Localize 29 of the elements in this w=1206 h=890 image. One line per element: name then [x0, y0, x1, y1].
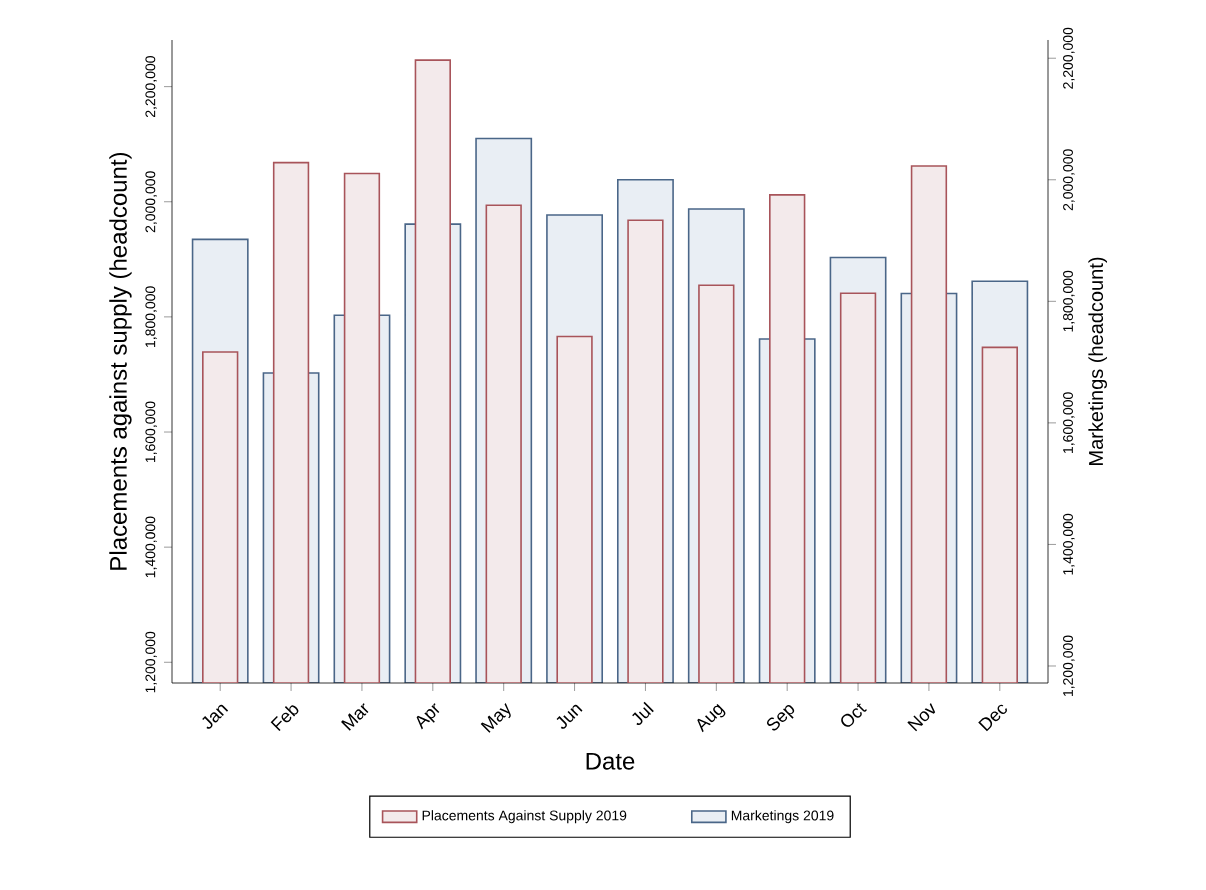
x-tick-label: Dec — [978, 704, 1007, 732]
y2-tick-label: 1,600,000 — [1063, 392, 1075, 453]
x-tick-label: Jan — [202, 704, 229, 729]
x-tick-label: Jul — [632, 701, 654, 725]
y2-tick-label: 1,800,000 — [1063, 270, 1075, 332]
y2-tick-label: 1,200,000 — [1063, 635, 1075, 697]
x-axis-title: Date — [586, 752, 635, 770]
y2-tick-label: 2,200,000 — [1063, 27, 1075, 89]
y2-tick-label: 2,000,000 — [1063, 149, 1075, 211]
x-tick-label: Mar — [341, 703, 369, 731]
x-tick-label: Oct — [841, 703, 867, 727]
y2-tick-label: 1,400,000 — [1063, 513, 1075, 575]
y-tick-label: 2,000,000 — [145, 171, 157, 233]
x-tick-label: Sep — [766, 704, 795, 731]
y-tick-label: 1,400,000 — [145, 516, 157, 578]
y-tick-label: 1,600,000 — [145, 401, 157, 463]
x-tick-label: Aug — [697, 703, 726, 733]
legend-label: Marketings 2019 — [731, 810, 834, 824]
x-tick-label: Feb — [270, 705, 299, 732]
legend-label: Placements Against Supply 2019 — [422, 810, 627, 824]
y-tick-label: 1,200,000 — [145, 631, 157, 693]
x-tick-label: Nov — [907, 703, 936, 732]
y-axis-title: Placements against supply (headcount) — [109, 152, 132, 570]
x-tick-label: Jun — [556, 704, 583, 729]
y2-axis-title: Marketings (headcount) — [1088, 257, 1108, 465]
y-tick-label: 2,200,000 — [145, 56, 157, 118]
x-tick-label: Apr — [416, 703, 440, 730]
y-tick-label: 1,800,000 — [145, 286, 157, 347]
x-tick-label: May — [480, 703, 511, 733]
